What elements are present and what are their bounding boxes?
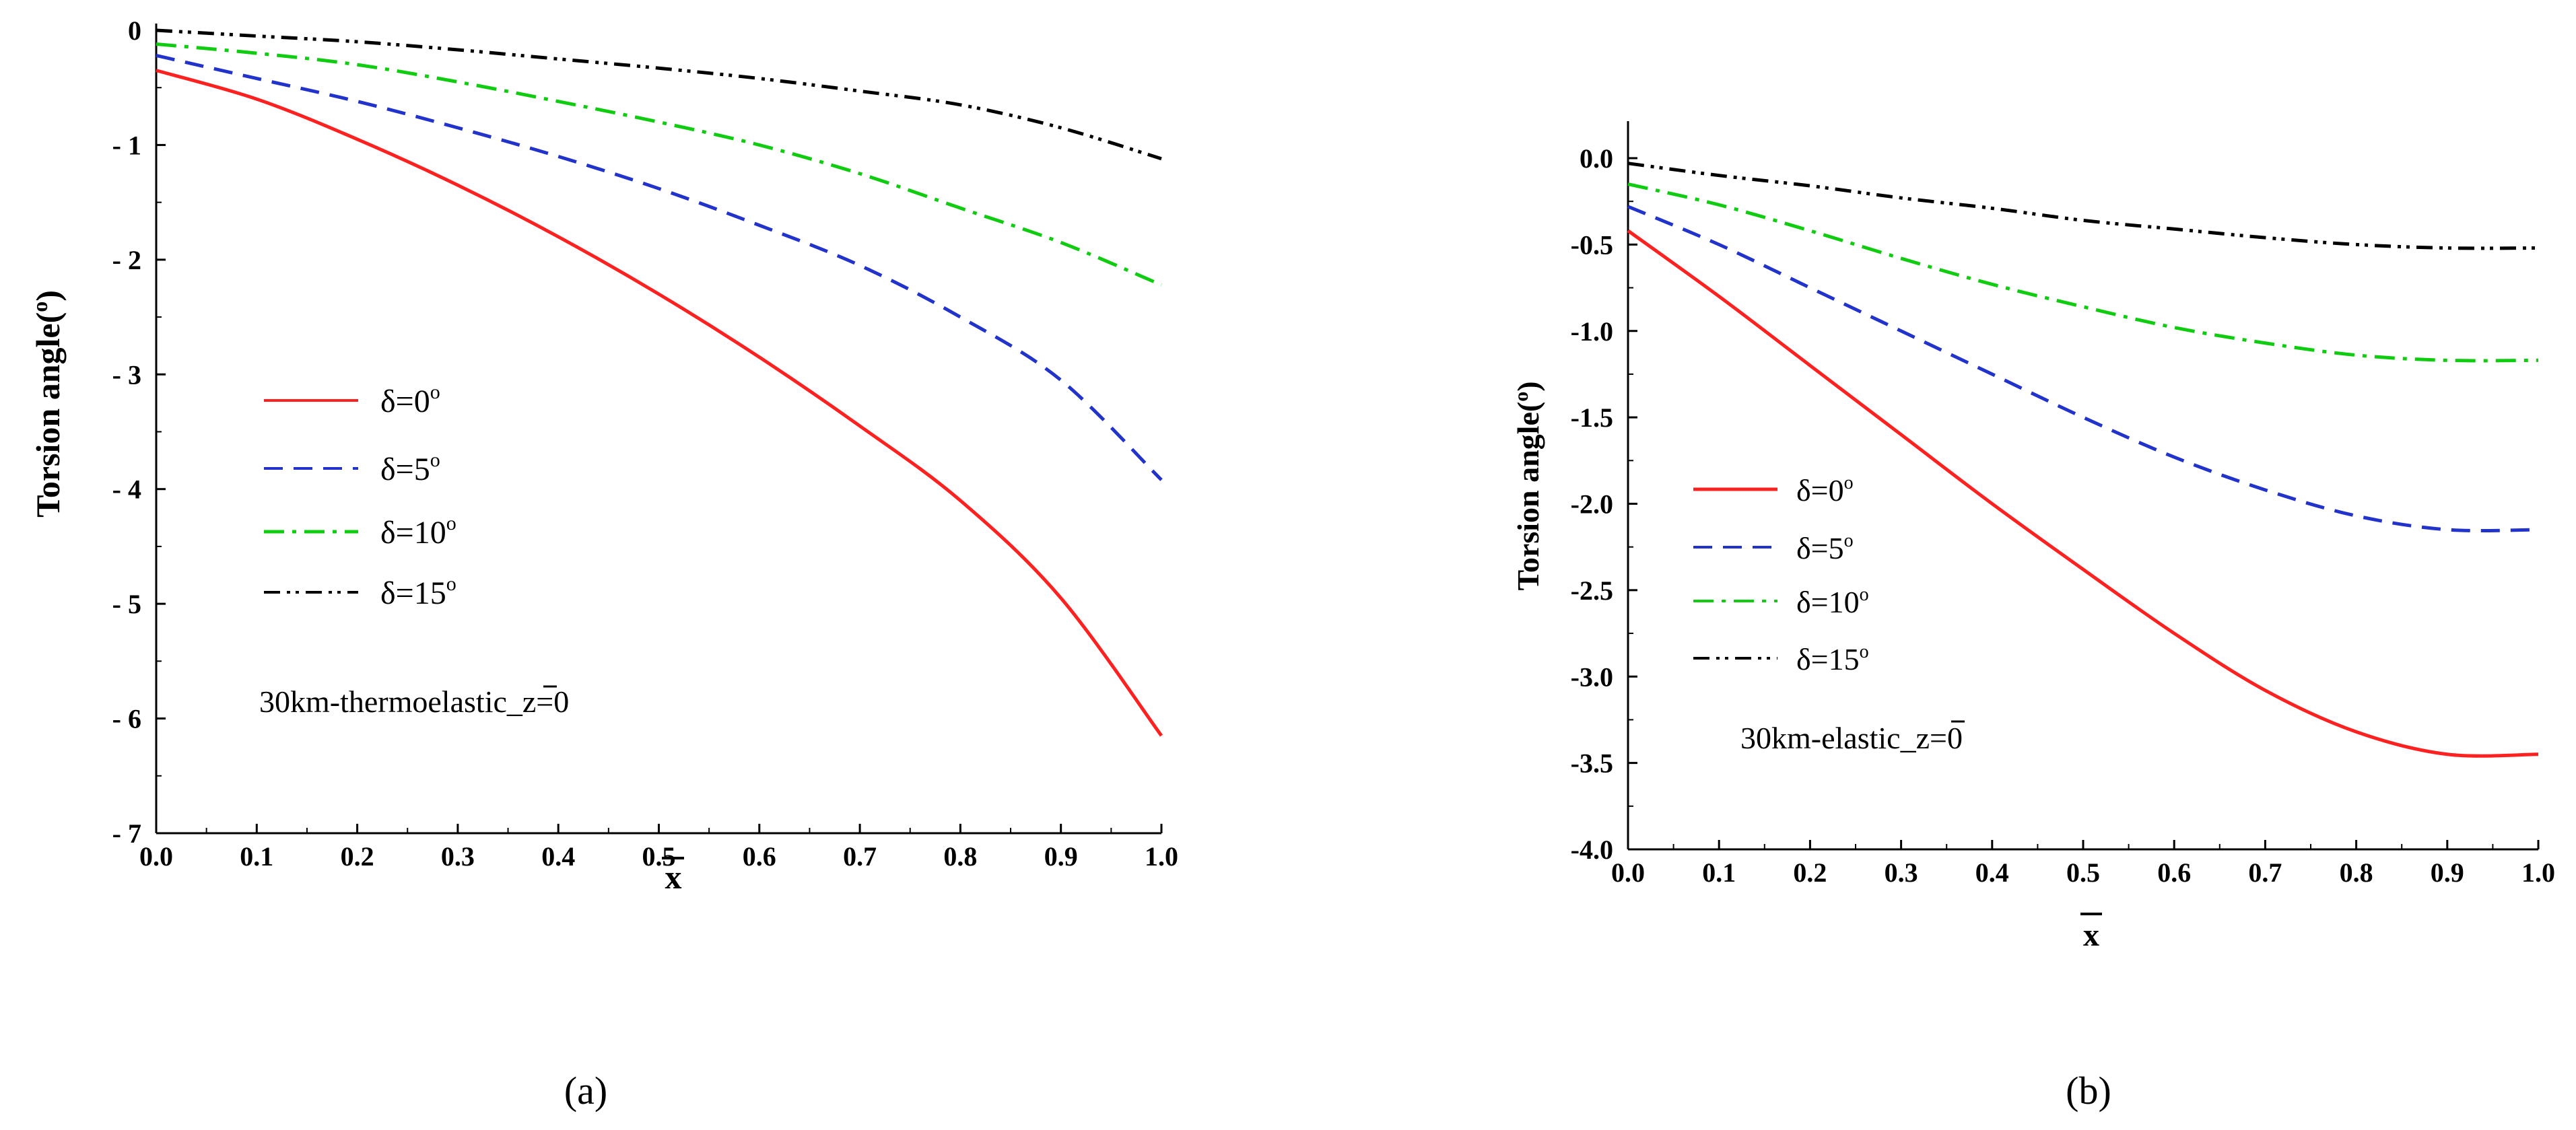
panel-b-xtick-label-10: 1.0 <box>2521 857 2555 888</box>
panel-b-ytick-label-3: -1.5 <box>1571 402 1613 433</box>
legend-b-label-0: δ=0o <box>1796 472 1854 507</box>
panel-a-caption: (a) <box>564 1069 607 1113</box>
panel-a-x-label: x <box>665 858 682 896</box>
legend-b-label-3: δ=15o <box>1796 641 1869 676</box>
panel-a-xtick-label-6: 0.6 <box>743 841 776 872</box>
panel-b-xtick-label-5: 0.5 <box>2066 857 2100 888</box>
panel-b-xtick-label-4: 0.4 <box>1975 857 2009 888</box>
panel-a-xtick-label-0: 0.0 <box>139 841 173 872</box>
panel-b-y-label-sup: o <box>1510 392 1532 402</box>
panel-a-xtick-label-8: 0.8 <box>943 841 977 872</box>
panel-b-x-label: x <box>2083 917 2099 953</box>
panel-a-ytick-label-6: - 6 <box>112 704 141 734</box>
panel-b-y-label-text: Torsion angle( <box>1511 402 1545 591</box>
panel-b-annotation: 30km-elastic_z=0 <box>1740 721 1963 755</box>
panel-b-series-1-line <box>1627 205 2539 533</box>
chart-panel-b: 0.0 -0.5 -1.0 -1.5 -2.0 -2.5 -3.0 -3.5 -4.0 0.0 0… <box>1510 121 2555 1113</box>
panel-b-series-2-line <box>1627 182 2539 363</box>
panel-a-ytick-label-3: - 3 <box>112 359 141 390</box>
panel-b-xtick-label-2: 0.2 <box>1793 857 1827 888</box>
legend-b-label-2: δ=10o <box>1796 584 1869 619</box>
panel-b-ytick-label-6: -3.0 <box>1571 662 1613 692</box>
legend-a-label-2: δ=10o <box>380 512 456 551</box>
panel-a-y-label-close: ) <box>29 290 67 302</box>
panel-a-xtick-label-1: 0.1 <box>240 841 273 872</box>
panel-a-xtick-label-9: 0.9 <box>1044 841 1078 872</box>
panel-a-y-label-text: Torsion angle( <box>29 312 67 518</box>
panel-a-ytick-label-5: - 5 <box>112 589 141 619</box>
panel-a-xtick-label-10: 1.0 <box>1145 841 1178 872</box>
panel-a-series-3-line <box>156 28 1162 161</box>
panel-a-xtick-label-5: 0.5 <box>642 841 676 872</box>
panel-a-xtick-label-7: 0.7 <box>843 841 877 872</box>
panel-a-series-2-line <box>156 42 1162 287</box>
panel-b-legend: δ=0o δ=5o δ=10o δ=15o <box>1693 472 1869 676</box>
chart-panel-a: 0 - 1 - 2 - 3 - 4 - 5 - 6 - 7 0.0 0.1 0.2 0.3 0.4 0.… <box>28 15 1178 1113</box>
panel-b-xtick-label-8: 0.8 <box>2340 857 2373 888</box>
panel-b-ytick-label-0: 0.0 <box>1580 143 1613 174</box>
panel-a-xtick-label-4: 0.4 <box>541 841 575 872</box>
legend-b-item-1: δ=5o <box>1693 530 1854 565</box>
legend-b-item-3: δ=15o <box>1693 641 1869 676</box>
panel-a-annotation: 30km-thermoelastic_z=0 <box>259 684 569 719</box>
panel-b-y-label: Torsion angle(o) <box>1510 381 1545 590</box>
panel-b-ytick-label-1: -0.5 <box>1571 229 1613 260</box>
legend-a-item-0: δ=0o <box>264 381 440 419</box>
panel-b-series-0-line <box>1627 229 2539 758</box>
legend-a-label-0: δ=0o <box>380 381 440 419</box>
legend-b-item-2: δ=10o <box>1693 584 1869 619</box>
panel-b-ytick-label-4: -2.0 <box>1571 489 1613 520</box>
legend-b-label-1: δ=5o <box>1796 530 1854 565</box>
panel-a-legend: δ=0o δ=5o δ=10o δ=15o <box>264 381 456 611</box>
panel-a-ytick-label-0: 0 <box>128 15 141 46</box>
panel-b-xtick-label-3: 0.3 <box>1885 857 1918 888</box>
panel-b-ytick-label-2: -1.0 <box>1571 316 1613 347</box>
legend-a-label-1: δ=5o <box>380 449 440 487</box>
panel-a-xtick-label-2: 0.2 <box>341 841 374 872</box>
panel-a-xtick-label-3: 0.3 <box>441 841 475 872</box>
panel-b-series-3-line <box>1627 162 2539 250</box>
legend-a-item-3: δ=15o <box>264 573 456 611</box>
panel-b-xtick-label-9: 0.9 <box>2431 857 2464 888</box>
legend-b-item-0: δ=0o <box>1693 472 1854 507</box>
panel-b-caption: (b) <box>2066 1069 2111 1113</box>
legend-a-item-2: δ=10o <box>264 512 456 551</box>
panel-b-ytick-label-8: -4.0 <box>1571 835 1613 865</box>
panel-a-y-label: Torsion angle(o) <box>28 290 67 518</box>
panel-b-xtick-label-6: 0.6 <box>2157 857 2191 888</box>
panel-a-series-0-line <box>156 69 1163 737</box>
panel-a-ytick-label-2: - 2 <box>112 245 141 275</box>
panel-b-xtick-label-0: 0.0 <box>1611 857 1645 888</box>
panel-a-ytick-label-1: - 1 <box>112 130 141 160</box>
legend-a-label-3: δ=15o <box>380 573 456 611</box>
panel-b-ytick-label-7: -3.5 <box>1571 748 1613 779</box>
legend-a-item-1: δ=5o <box>264 449 440 487</box>
panel-b-ytick-label-5: -2.5 <box>1571 575 1613 606</box>
panel-a-ytick-label-7: - 7 <box>112 818 141 849</box>
panel-a-ytick-label-4: - 4 <box>112 474 141 505</box>
panel-a-y-label-sup: o <box>28 302 52 312</box>
panel-b-xtick-label-7: 0.7 <box>2248 857 2282 888</box>
panel-a-series-1-line <box>156 54 1163 481</box>
panel-b-xtick-label-1: 0.1 <box>1702 857 1736 888</box>
panel-b-y-label-close: ) <box>1511 381 1545 391</box>
